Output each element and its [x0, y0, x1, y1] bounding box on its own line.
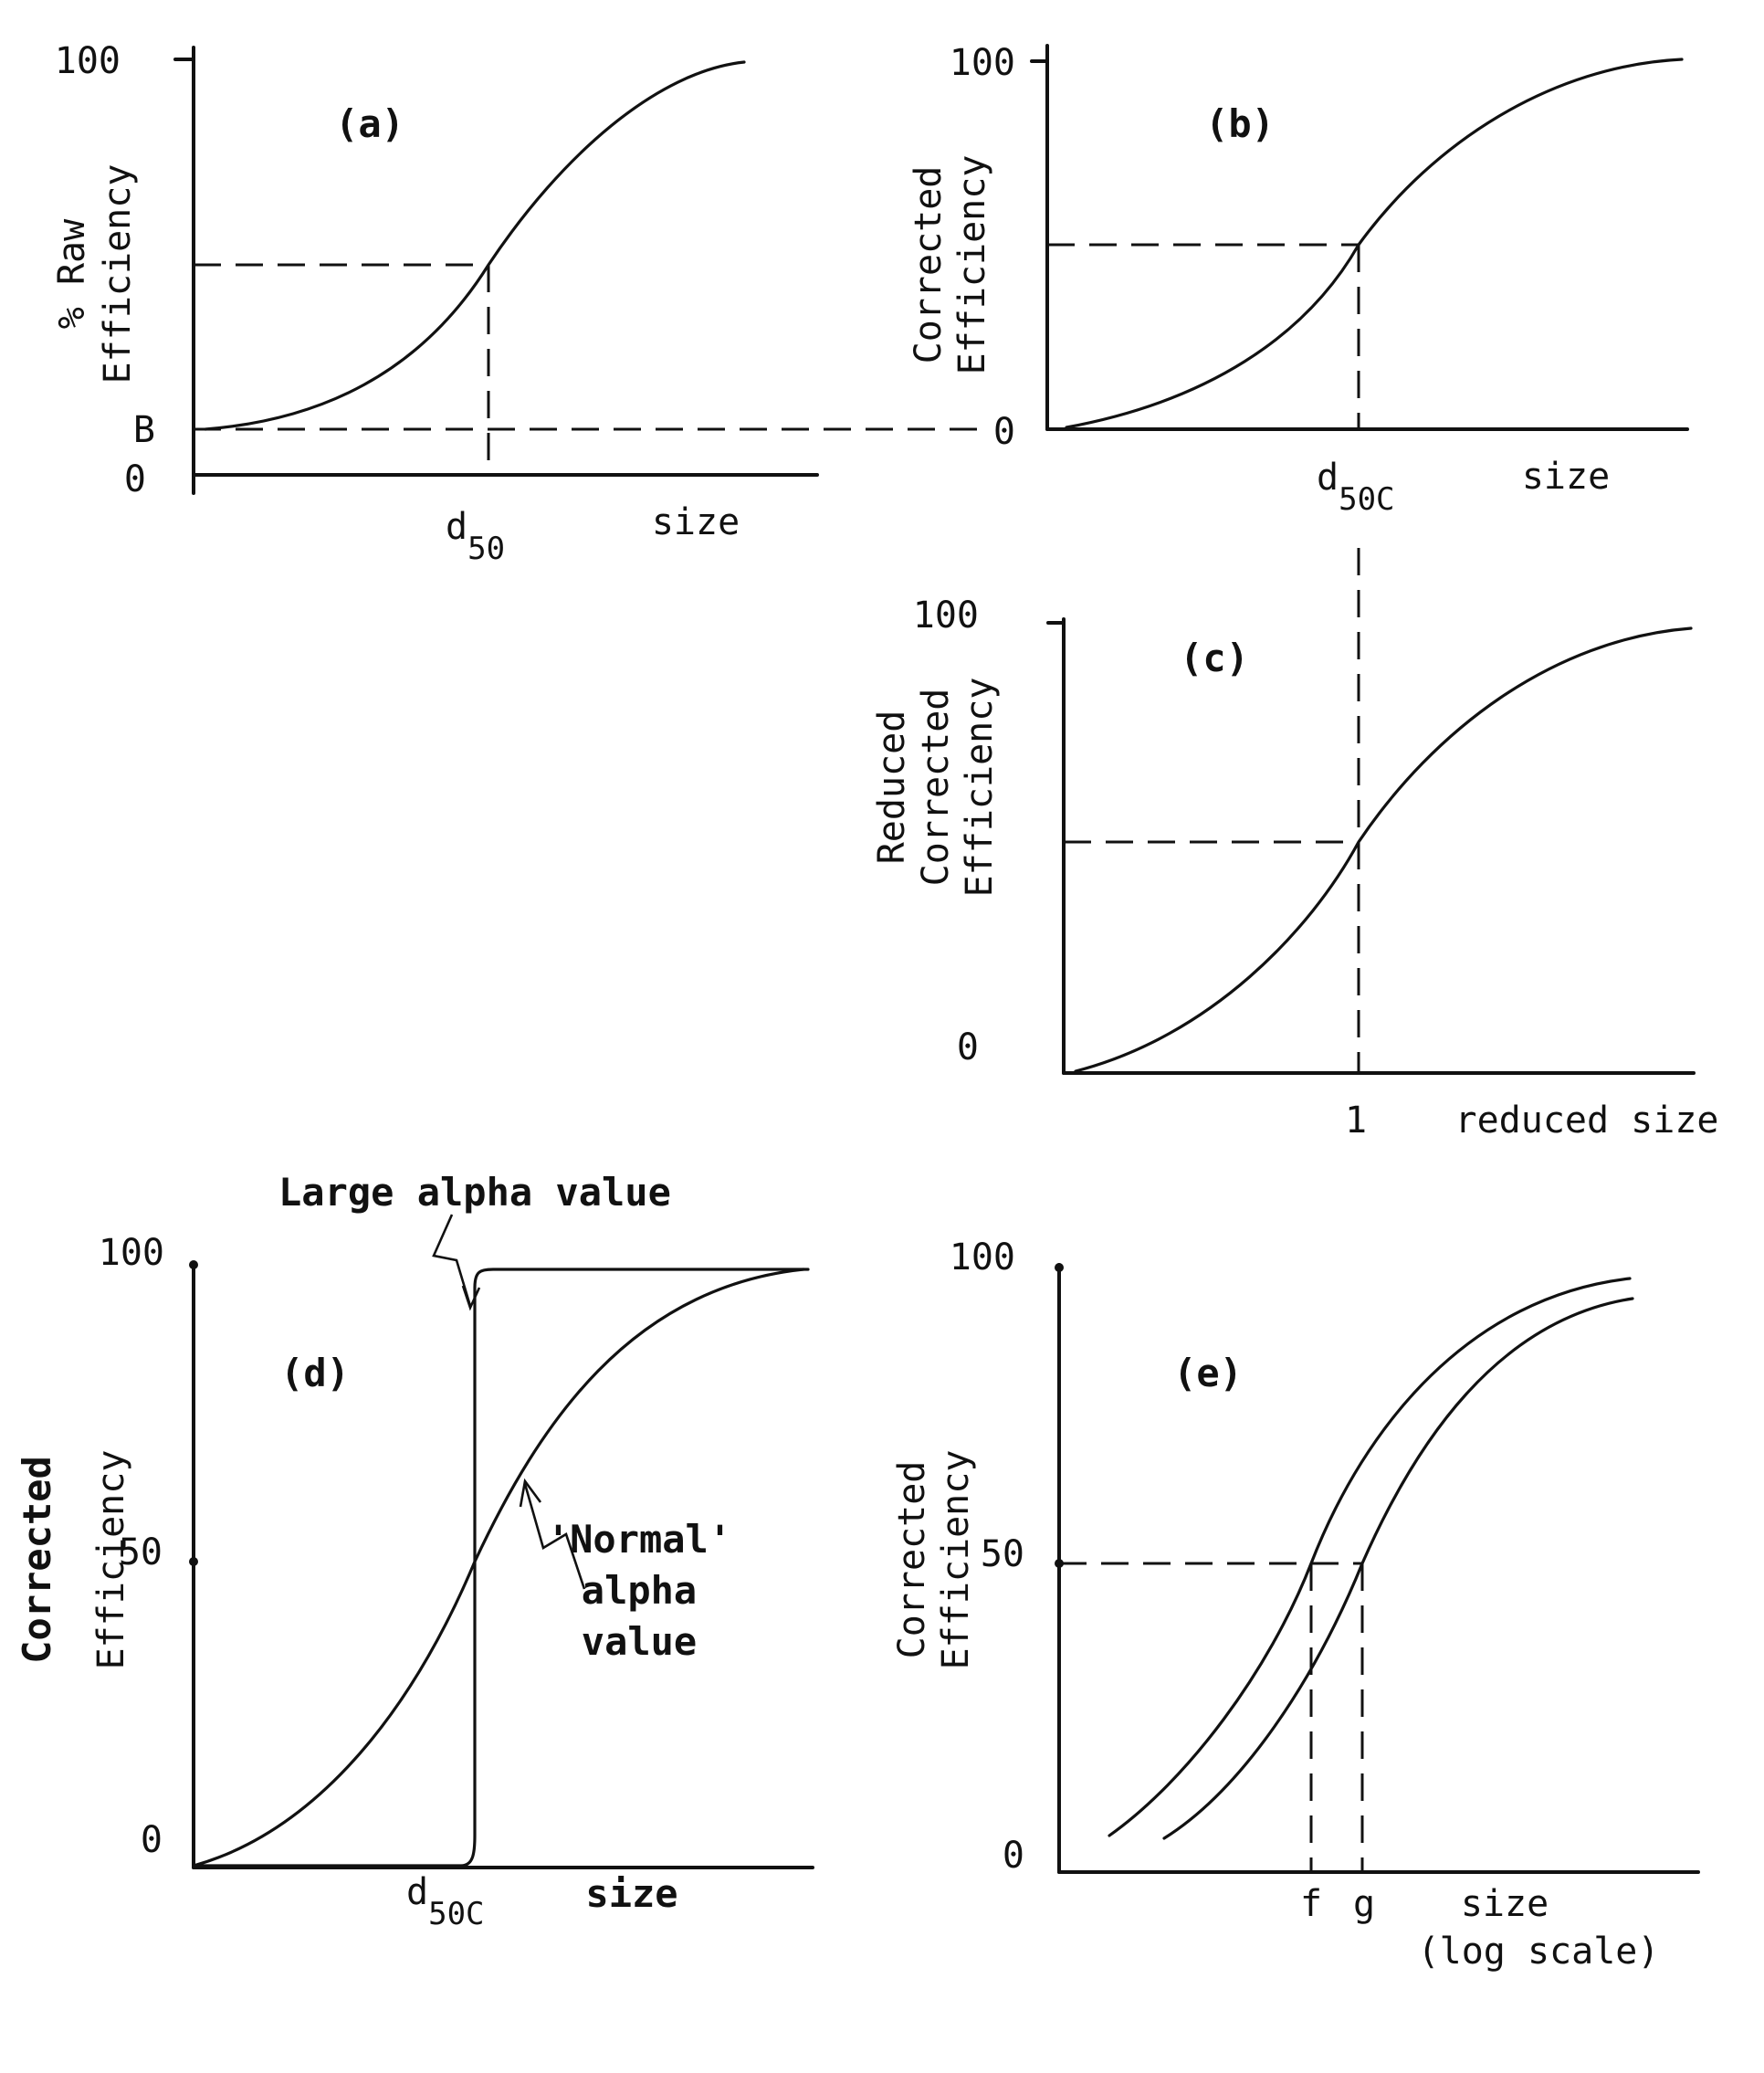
panel-e-y-tick-100: 100	[950, 1236, 1015, 1279]
panel-e-y-tick-50: 50	[981, 1533, 1024, 1575]
panel-d-y-tick-0: 0	[141, 1819, 163, 1861]
panel-a: 100 B 0 (a) % Raw Efficiency d50 size	[51, 40, 986, 567]
panel-e-y-label-line1: Corrected	[891, 1461, 933, 1659]
panel-a-d50-main: d	[446, 506, 467, 548]
panel-c-reduced-efficiency-curve	[1074, 626, 1693, 1073]
panel-a-raw-efficiency-curve	[204, 60, 746, 431]
panel-c-x-axis-label: reduced size	[1455, 1100, 1719, 1142]
panel-b-label: (b)	[1205, 101, 1275, 146]
panel-d-large-alpha-curve	[192, 1268, 810, 1868]
panel-c-x-marker-1: 1	[1345, 1100, 1367, 1142]
panel-d-y-tick-100: 100	[99, 1232, 164, 1274]
panel-b-y-axis-label: Corrected Efficiency	[908, 155, 993, 375]
panel-c-y-tick-100: 100	[913, 595, 979, 637]
panel-a-y-label-line1: % Raw	[51, 218, 93, 329]
panel-d-normal-alpha-arrowhead	[519, 1478, 542, 1508]
panel-a-d50-sub: 50	[467, 531, 505, 567]
panel-d-annotation-normal-line1: 'Normal'	[547, 1517, 731, 1562]
panel-e-tick-100	[1055, 1263, 1064, 1272]
panel-e-x-marker-g: g	[1353, 1883, 1375, 1925]
panel-b-y-tick-0: 0	[993, 411, 1015, 453]
panel-b-d50c-main: d	[1317, 457, 1339, 499]
panel-e-y-label-line2: Efficiency	[935, 1450, 977, 1670]
panel-d-label: (d)	[280, 1351, 350, 1395]
panel-c-y-label-line1: Reduced	[871, 710, 913, 865]
panel-d-y-label-line2: Efficiency	[90, 1450, 132, 1670]
panel-d: 100 50 0 (d) Corrected Efficiency Large …	[15, 1170, 814, 1932]
panel-d-normal-alpha-arrow	[523, 1483, 586, 1590]
panel-a-y-tick-0: 0	[124, 458, 146, 500]
panel-a-d50-marker: d50	[446, 506, 505, 567]
panel-a-y-tick-100: 100	[55, 40, 121, 82]
panel-c-label: (c)	[1180, 636, 1249, 680]
panel-b-d50c-sub: 50C	[1339, 481, 1394, 518]
panel-a-y-axis-label: % Raw Efficiency	[51, 164, 139, 384]
panel-b-x-axis-label: size	[1522, 456, 1610, 498]
panel-d-tick-100	[189, 1260, 198, 1269]
panel-a-y-label-line2: Efficiency	[97, 164, 139, 384]
panel-b-corrected-efficiency-curve	[1065, 58, 1684, 429]
panel-e-x-axis-label-line1: size	[1461, 1883, 1549, 1925]
panel-e: 100 50 0 (e) Corrected Efficiency f g si…	[891, 1236, 1700, 1973]
panel-a-y-tick-b: B	[133, 409, 155, 451]
panel-c-y-axis-label: Reduced Corrected Efficiency	[871, 678, 1001, 898]
panel-d-annotation-large-alpha: Large alpha value	[278, 1170, 671, 1215]
panel-c-y-tick-0: 0	[957, 1026, 979, 1068]
panel-b-y-label-line1: Corrected	[908, 166, 950, 364]
panel-c-y-label-line2: Corrected	[915, 689, 957, 887]
panel-a-label: (a)	[335, 101, 404, 146]
panel-d-d50c-sub: 50C	[428, 1896, 484, 1932]
panel-d-large-alpha-arrowhead	[461, 1285, 481, 1311]
panel-d-y-label-line1: Corrected	[15, 1456, 59, 1664]
panel-b: 100 0 (b) Corrected Efficiency d50C size	[908, 42, 1689, 518]
panel-d-y-tick-50: 50	[119, 1531, 163, 1573]
panel-e-x-axis-label-line2: (log scale)	[1418, 1931, 1660, 1973]
panel-d-x-axis-label: size	[585, 1871, 677, 1916]
panel-e-x-marker-f: f	[1300, 1883, 1322, 1925]
panel-c: 100 0 (c) Reduced Corrected Efficiency 1…	[871, 595, 1718, 1142]
panel-d-annotation-normal-line2: alpha	[582, 1568, 697, 1613]
panel-d-d50c-marker: d50C	[406, 1871, 485, 1932]
panel-e-curve-f	[1108, 1277, 1632, 1837]
panel-d-y-axis-label: Corrected Efficiency	[15, 1450, 132, 1670]
panel-b-d50c-marker: d50C	[1317, 457, 1395, 518]
panel-e-label: (e)	[1173, 1351, 1243, 1395]
panel-e-curve-g	[1162, 1297, 1634, 1840]
panel-d-d50c-main: d	[406, 1871, 428, 1913]
panel-e-y-axis-label: Corrected Efficiency	[891, 1450, 977, 1670]
panel-a-x-axis-label: size	[652, 501, 740, 543]
panel-c-y-label-line3: Efficiency	[959, 678, 1001, 898]
panel-e-y-tick-0: 0	[1003, 1835, 1024, 1877]
panel-d-annotation-normal-line3: value	[582, 1619, 697, 1664]
panel-d-tick-50	[189, 1557, 198, 1566]
panel-d-large-alpha-arrow	[432, 1214, 472, 1307]
panel-b-y-label-line2: Efficiency	[951, 155, 993, 375]
panel-b-y-tick-100: 100	[950, 42, 1015, 84]
